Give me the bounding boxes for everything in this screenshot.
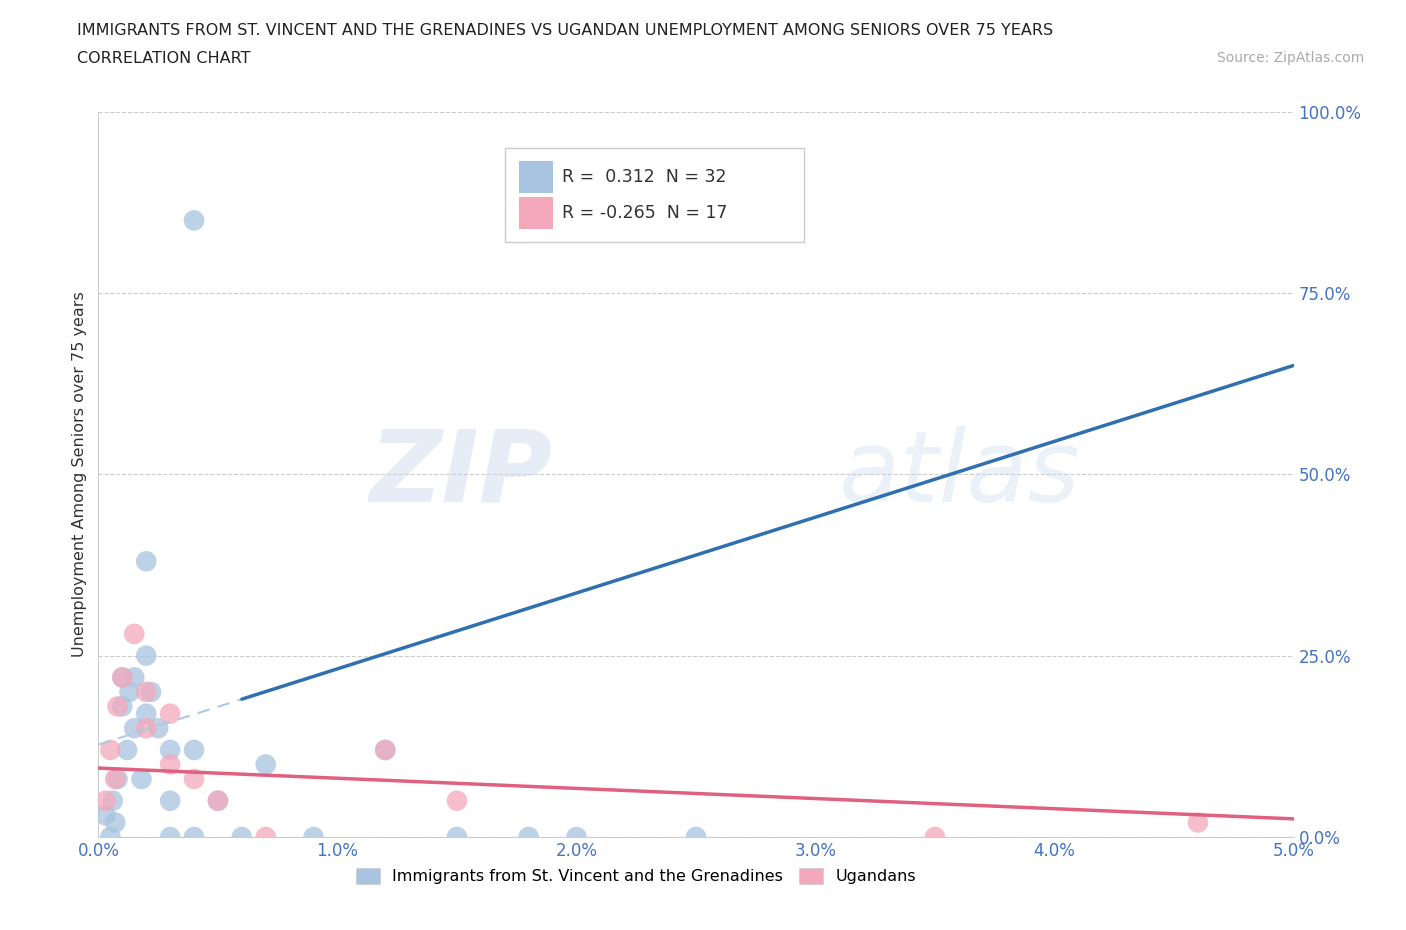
- Point: [94, 793, 117, 808]
- Point: [207, 793, 229, 808]
- Point: [135, 721, 157, 736]
- Point: [135, 554, 157, 569]
- Point: [159, 742, 181, 757]
- Text: ZIP: ZIP: [370, 426, 553, 523]
- Point: [98, 830, 122, 844]
- Point: [111, 699, 134, 714]
- Point: [115, 742, 138, 757]
- Point: [139, 684, 162, 699]
- Point: [104, 772, 127, 787]
- Point: [124, 721, 146, 736]
- Point: [107, 772, 129, 787]
- Point: [374, 742, 396, 757]
- FancyBboxPatch shape: [505, 148, 804, 242]
- Bar: [519, 161, 553, 193]
- Point: [135, 706, 157, 721]
- Point: [107, 699, 129, 714]
- Point: [159, 830, 181, 844]
- Text: IMMIGRANTS FROM ST. VINCENT AND THE GRENADINES VS UGANDAN UNEMPLOYMENT AMONG SEN: IMMIGRANTS FROM ST. VINCENT AND THE GREN…: [77, 23, 1053, 38]
- Point: [111, 670, 134, 684]
- Point: [302, 830, 325, 844]
- Point: [135, 684, 157, 699]
- Point: [124, 670, 146, 684]
- Point: [446, 830, 468, 844]
- Y-axis label: Unemployment Among Seniors over 75 years: Unemployment Among Seniors over 75 years: [72, 291, 87, 658]
- Point: [183, 772, 205, 787]
- Point: [135, 648, 157, 663]
- Point: [159, 793, 181, 808]
- Text: Source: ZipAtlas.com: Source: ZipAtlas.com: [1216, 51, 1364, 65]
- Point: [101, 793, 124, 808]
- Point: [446, 793, 468, 808]
- Legend: Immigrants from St. Vincent and the Grenadines, Ugandans: Immigrants from St. Vincent and the Gren…: [349, 861, 924, 891]
- Point: [98, 742, 122, 757]
- Text: atlas: atlas: [839, 426, 1081, 523]
- Text: CORRELATION CHART: CORRELATION CHART: [77, 51, 250, 66]
- Point: [104, 815, 127, 830]
- Point: [517, 830, 540, 844]
- Text: R = -0.265  N = 17: R = -0.265 N = 17: [562, 205, 728, 222]
- Point: [111, 670, 134, 684]
- Point: [207, 793, 229, 808]
- Point: [254, 757, 277, 772]
- Point: [118, 684, 141, 699]
- Point: [685, 830, 707, 844]
- Point: [131, 772, 153, 787]
- Point: [565, 830, 588, 844]
- Point: [183, 213, 205, 228]
- Point: [1187, 815, 1209, 830]
- Point: [148, 721, 170, 736]
- Point: [124, 627, 146, 642]
- Point: [254, 830, 277, 844]
- Point: [94, 808, 117, 823]
- Point: [183, 742, 205, 757]
- Point: [924, 830, 946, 844]
- Bar: [519, 197, 553, 229]
- Point: [374, 742, 396, 757]
- Point: [183, 830, 205, 844]
- Point: [159, 757, 181, 772]
- Point: [159, 706, 181, 721]
- Text: R =  0.312  N = 32: R = 0.312 N = 32: [562, 168, 727, 186]
- Point: [231, 830, 253, 844]
